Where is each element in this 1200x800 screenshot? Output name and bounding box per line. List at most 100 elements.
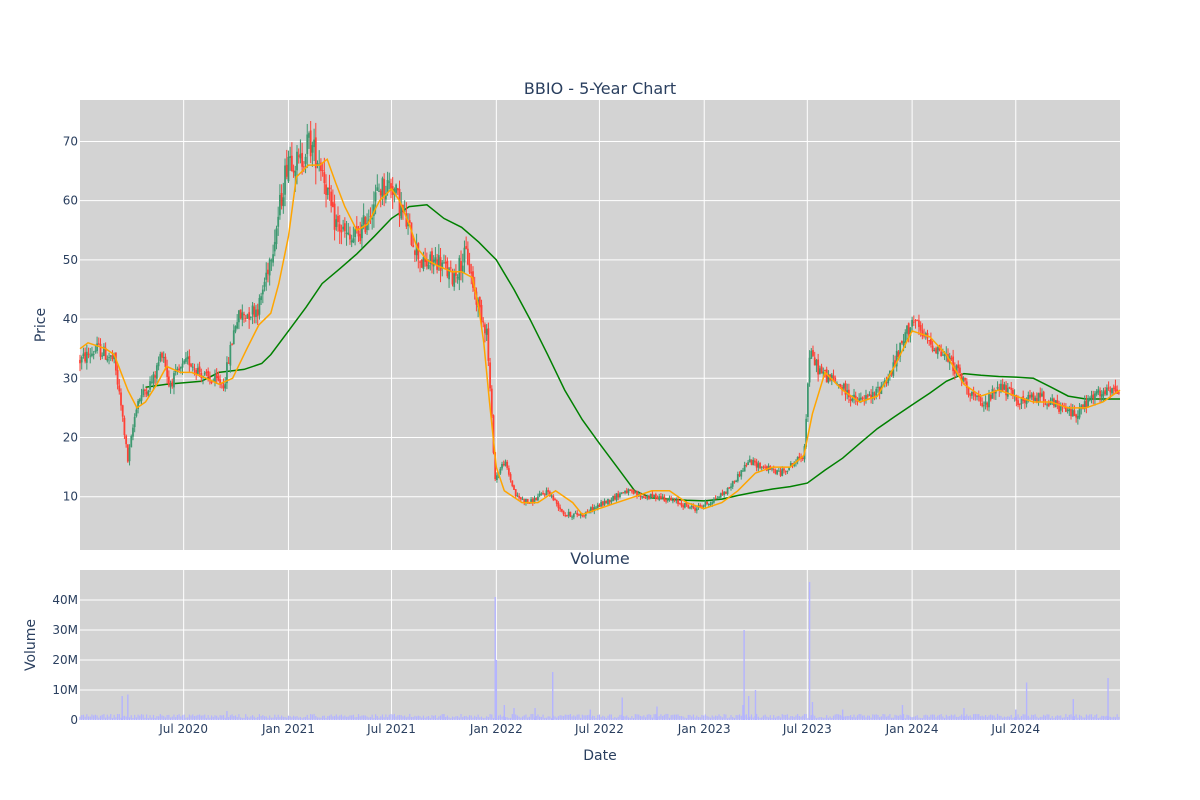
x-tick-label: Jul 2023: [782, 722, 832, 736]
volume-bar: [711, 715, 713, 720]
candle-body: [284, 165, 286, 195]
x-axis-title: Date: [583, 748, 616, 764]
candle-body: [451, 270, 454, 285]
candle-body: [627, 489, 630, 493]
candle-body: [620, 492, 623, 494]
volume-bar: [257, 716, 259, 720]
volume-bar: [971, 717, 973, 720]
candle-body: [904, 332, 907, 344]
candle-body: [359, 233, 362, 242]
volume-bar: [204, 714, 206, 720]
volume-bar: [638, 714, 640, 720]
volume-bar: [246, 716, 249, 720]
candle-body: [1073, 410, 1076, 416]
candle-body: [342, 226, 345, 230]
candle-body: [678, 503, 681, 505]
volume-bar: [328, 715, 331, 720]
volume-bar: [175, 717, 177, 720]
candle-body: [743, 465, 746, 472]
volume-bar: [113, 714, 115, 720]
candle-body: [437, 255, 440, 267]
candle-body: [776, 470, 779, 475]
candle-body: [390, 183, 392, 190]
volume-bar: [1041, 716, 1043, 720]
volume-bar: [643, 715, 645, 720]
candle-body: [253, 306, 256, 317]
candle-body: [159, 353, 162, 362]
candle-body: [976, 396, 978, 398]
volume-bar: [511, 714, 513, 720]
volume-bar: [633, 718, 635, 720]
candle-body: [959, 367, 961, 373]
candle-body: [762, 466, 765, 468]
volume-bar: [694, 717, 696, 720]
candle-body: [796, 457, 799, 462]
volume-bar: [409, 713, 411, 720]
candle-body: [665, 500, 667, 502]
volume-plot-area: [80, 570, 1120, 720]
volume-bar: [679, 716, 681, 720]
volume-bar: [547, 716, 549, 720]
volume-bar: [969, 715, 971, 720]
volume-bar: [1090, 714, 1093, 720]
volume-bar: [988, 715, 990, 720]
candle-body: [384, 193, 387, 200]
volume-bar: [882, 714, 884, 720]
candle-body: [113, 354, 116, 360]
volume-bar: [908, 715, 910, 720]
volume-bar: [103, 714, 105, 720]
candle-body: [427, 264, 430, 269]
volume-bar: [436, 718, 438, 720]
candle-body: [935, 348, 937, 354]
volume-bar: [180, 716, 182, 720]
candle-body: [1042, 391, 1045, 403]
volume-bar: [320, 717, 322, 720]
candle-body: [699, 505, 702, 507]
price-chart-title: BBIO - 5-Year Chart: [524, 79, 676, 98]
volume-bar: [634, 714, 636, 720]
volume-bar: [935, 717, 937, 720]
volume-bar: [571, 716, 573, 720]
candle-body: [1080, 405, 1083, 409]
candle-body: [878, 386, 881, 394]
candle-body: [256, 309, 259, 317]
x-tick-label: Jan 2024: [885, 722, 939, 736]
volume-bar: [152, 714, 155, 720]
volume-bar: [762, 715, 765, 720]
volume-bar: [838, 714, 840, 720]
volume-bar: [889, 714, 891, 720]
candle-body: [89, 355, 92, 357]
volume-bar: [1002, 717, 1004, 720]
candle-body: [707, 504, 710, 506]
volume-bar: [891, 717, 893, 720]
volume-bar: [1099, 717, 1101, 720]
candle-body: [654, 494, 657, 499]
volume-bar: [609, 714, 611, 720]
candle-body: [465, 246, 468, 249]
volume-grid: [80, 570, 1120, 721]
volume-bar: [566, 714, 568, 720]
volume-bar: [1037, 718, 1040, 720]
volume-bar: [1063, 717, 1065, 720]
candle-body: [1095, 391, 1098, 395]
volume-bar: [795, 715, 797, 720]
volume-bar: [932, 714, 934, 720]
candle-body: [238, 310, 240, 323]
candle-body: [147, 390, 150, 397]
candle-body: [709, 503, 712, 505]
volume-bar: [316, 717, 319, 720]
volume-bar: [275, 717, 278, 720]
volume-bar: [214, 715, 216, 720]
volume-bar: [685, 718, 688, 720]
volume-bar: [139, 715, 141, 720]
volume-bar: [663, 714, 665, 720]
volume-bar: [911, 717, 913, 720]
candle-body: [183, 360, 186, 364]
price-y-tick-label: 10: [63, 490, 78, 504]
volume-bar: [311, 714, 313, 720]
volume-bar: [906, 714, 908, 720]
volume-bar: [636, 714, 638, 720]
candle-body: [413, 250, 416, 255]
volume-bar: [979, 716, 982, 720]
volume-bar: [589, 709, 592, 720]
